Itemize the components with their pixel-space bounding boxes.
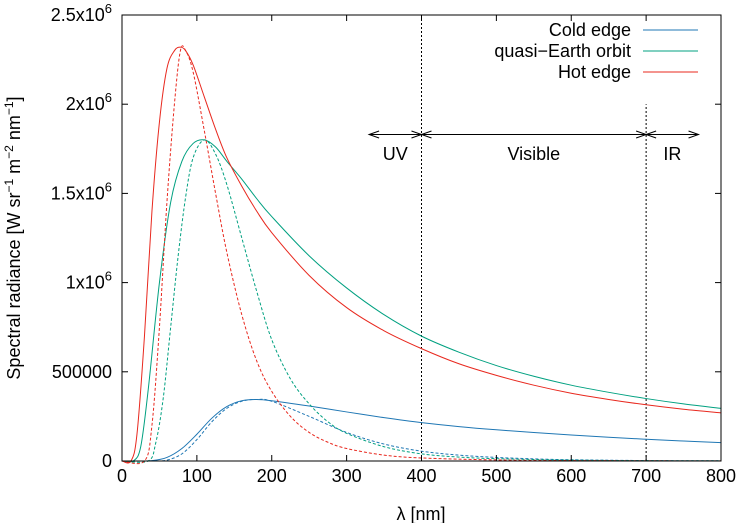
series-1-dashed-line (121, 139, 722, 463)
y-axis-label: Spectral radiance [W sr−1 m−2 nm−1] (2, 96, 24, 379)
axis-ticks: 0 100 200 300 400 500 600 700 800 0 500000 1x106 1.5… (51, 1, 736, 486)
y-tick-label-0: 0 (102, 451, 112, 471)
x-tick-label-1: 100 (182, 466, 212, 486)
y-tick-label-1: 500000 (52, 362, 112, 382)
y-tick-label-3: 1.5x106 (51, 179, 112, 203)
series-0-solid-line (121, 398, 722, 462)
series-1-solid-line (121, 139, 722, 463)
legend-label-2: Hot edge (558, 62, 631, 82)
band-label-1: Visible (507, 144, 560, 164)
vertical-marker-lines (421, 15, 647, 461)
plot-frame (121, 14, 722, 462)
band-annotations: UV Visible IR (367, 130, 701, 164)
x-tick-label-8: 800 (706, 466, 736, 486)
y-tick-label-5: 2.5x106 (51, 1, 112, 25)
band-arrow-head-left-0 (367, 130, 380, 139)
band-label-2: IR (663, 144, 681, 164)
x-tick-label-4: 400 (406, 466, 436, 486)
y-tick-label-2: 1x106 (66, 269, 112, 293)
band-arrow-head-left-2 (644, 130, 657, 139)
plot-series (121, 45, 722, 465)
x-tick-label-0: 0 (117, 466, 127, 486)
y-tick-label-4: 2x106 (66, 90, 112, 114)
band-label-0: UV (383, 144, 408, 164)
series-0-dashed-line (121, 398, 722, 462)
legend-label-1: quasi−Earth orbit (494, 41, 631, 61)
series-2-dashed-line (121, 45, 722, 465)
x-tick-label-6: 600 (556, 466, 586, 486)
x-tick-label-3: 300 (332, 466, 362, 486)
series-2-solid-line (121, 46, 722, 464)
x-axis-label: λ [nm] (396, 504, 445, 523)
x-tick-label-5: 500 (481, 466, 511, 486)
band-arrow-head-left-1 (419, 130, 432, 139)
x-tick-label-7: 700 (631, 466, 661, 486)
band-arrow-head-right-2 (688, 130, 701, 139)
legend-label-0: Cold edge (549, 20, 631, 40)
x-tick-label-2: 200 (257, 466, 287, 486)
